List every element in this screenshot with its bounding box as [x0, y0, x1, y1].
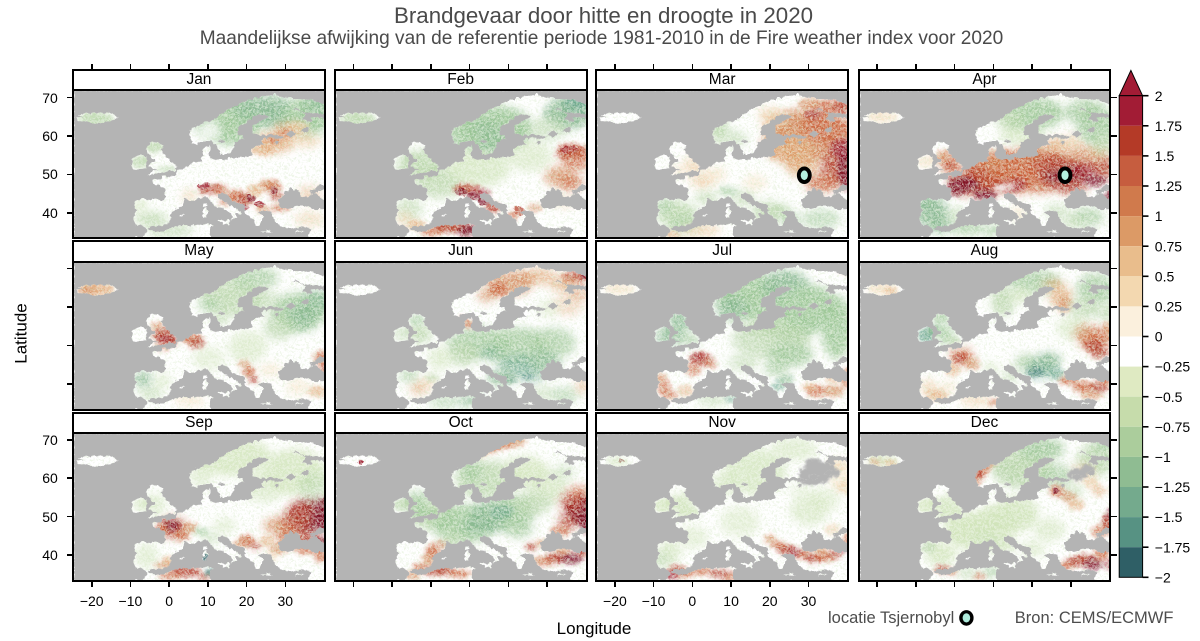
svg-text:−0.75: −0.75	[1155, 419, 1191, 435]
svg-text:2: 2	[1155, 88, 1163, 104]
svg-text:1.5: 1.5	[1155, 148, 1175, 164]
svg-text:−0.25: −0.25	[1155, 359, 1191, 375]
svg-text:−1.5: −1.5	[1155, 509, 1183, 525]
svg-text:−1: −1	[1155, 449, 1171, 465]
svg-text:1.25: 1.25	[1155, 178, 1182, 194]
svg-text:1.75: 1.75	[1155, 118, 1182, 134]
svg-text:−1.25: −1.25	[1155, 479, 1191, 495]
svg-text:0.75: 0.75	[1155, 238, 1182, 254]
svg-text:−2: −2	[1155, 569, 1171, 585]
svg-text:0.25: 0.25	[1155, 299, 1182, 315]
svg-text:1: 1	[1155, 208, 1163, 224]
svg-text:0.5: 0.5	[1155, 268, 1175, 284]
svg-text:−1.75: −1.75	[1155, 539, 1191, 555]
svg-text:0: 0	[1155, 329, 1163, 345]
svg-text:−0.5: −0.5	[1155, 389, 1183, 405]
